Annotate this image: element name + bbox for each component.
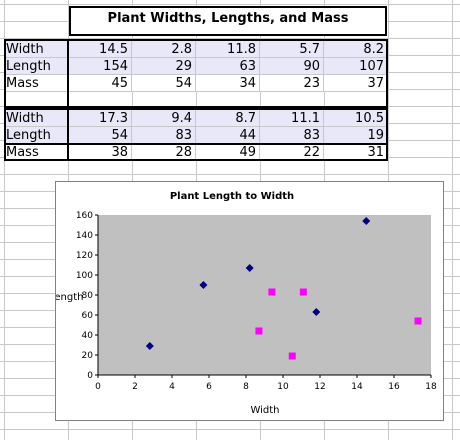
value-cell[interactable]: 31 — [324, 144, 388, 161]
y-tick-label: 120 — [76, 251, 93, 261]
value-cell[interactable]: 49 — [196, 144, 260, 161]
value-cell[interactable]: 10.5 — [324, 110, 388, 127]
diamond-point — [362, 217, 371, 225]
scatter-chart: Plant Length to Width 020406080100120140… — [56, 191, 437, 416]
data-points — [145, 217, 422, 360]
table-title: Plant Widths, Lengths, and Mass — [107, 11, 349, 26]
chart-title: Plant Length to Width — [170, 191, 294, 202]
square-point — [288, 352, 296, 360]
diamond-point — [245, 264, 254, 272]
value-cell[interactable]: 34 — [196, 75, 260, 92]
axes: 0 20 40 60 80 100 120 140 160 0 2 4 6 8 10 12 14 16 18 — [76, 211, 437, 392]
row-label-cell[interactable]: Width — [4, 110, 68, 127]
y-tick-label: 40 — [82, 331, 94, 341]
x-tick-label: 6 — [206, 382, 212, 392]
value-cell[interactable]: 154 — [68, 58, 132, 75]
row-label-cell[interactable]: Length — [4, 58, 68, 75]
y-tick-label: 20 — [82, 351, 94, 361]
grid-column-line — [452, 0, 453, 440]
table-row: Length 154 29 63 90 107 — [4, 58, 388, 75]
square-point — [414, 317, 422, 325]
x-tick-label: 14 — [351, 382, 363, 392]
table-title-cell[interactable]: Plant Widths, Lengths, and Mass — [69, 6, 387, 36]
x-tick-label: 0 — [95, 382, 101, 392]
y-tick-label: 160 — [76, 211, 93, 221]
grid-row-line — [0, 106, 460, 107]
value-cell[interactable]: 2.8 — [132, 41, 196, 58]
value-cell[interactable]: 23 — [260, 75, 324, 92]
grid-row-line — [0, 38, 460, 39]
square-point — [268, 288, 276, 296]
value-cell[interactable]: 28 — [132, 144, 196, 161]
y-axis-label: Length — [56, 292, 84, 303]
value-cell[interactable]: 17.3 — [68, 110, 132, 127]
value-cell[interactable]: 11.1 — [260, 110, 324, 127]
block-divider — [67, 39, 69, 108]
chart-container[interactable]: Plant Length to Width 0 20 40 60 80 100 120 140… — [55, 181, 444, 421]
diamond-point — [312, 308, 321, 316]
x-tick-label: 16 — [388, 382, 400, 392]
value-cell[interactable]: 54 — [132, 75, 196, 92]
value-cell[interactable]: 90 — [260, 58, 324, 75]
row-label-cell[interactable]: Width — [4, 41, 68, 58]
value-cell[interactable]: 45 — [68, 75, 132, 92]
value-cell[interactable]: 29 — [132, 58, 196, 75]
grid-row-line — [0, 429, 460, 430]
table-row: Width 17.3 9.4 8.7 11.1 10.5 — [4, 110, 388, 127]
value-cell[interactable]: 5.7 — [260, 41, 324, 58]
row-label-cell[interactable]: Length — [4, 127, 68, 144]
value-cell[interactable]: 11.8 — [196, 41, 260, 58]
row-label-cell[interactable]: Mass — [4, 75, 68, 92]
grid-row-line — [0, 4, 460, 5]
row-label-cell[interactable]: Mass — [4, 144, 68, 161]
diamond-point — [199, 281, 208, 289]
value-cell[interactable]: 63 — [196, 58, 260, 75]
y-tick-label: 80 — [82, 291, 94, 301]
square-point — [299, 288, 307, 296]
x-tick-label: 8 — [243, 382, 249, 392]
value-cell[interactable]: 19 — [324, 127, 388, 144]
x-tick-label: 10 — [277, 382, 289, 392]
diamond-point — [145, 342, 154, 350]
block-divider — [67, 108, 69, 161]
x-tick-label: 12 — [314, 382, 325, 392]
square-point — [255, 327, 263, 335]
x-axis-label: Width — [250, 405, 279, 416]
value-cell[interactable]: 22 — [260, 144, 324, 161]
value-cell[interactable]: 107 — [324, 58, 388, 75]
x-tick-label: 4 — [169, 382, 175, 392]
value-cell[interactable]: 83 — [260, 127, 324, 144]
table-row: Mass 38 28 49 22 31 — [4, 144, 388, 161]
y-tick-label: 60 — [82, 311, 94, 321]
value-cell[interactable]: 8.2 — [324, 41, 388, 58]
grid-row-line — [0, 174, 460, 175]
table-row: Length 54 83 44 83 19 — [4, 127, 388, 144]
value-cell[interactable]: 44 — [196, 127, 260, 144]
value-cell[interactable]: 38 — [68, 144, 132, 161]
y-tick-label: 0 — [87, 371, 93, 381]
table-row: Width 14.5 2.8 11.8 5.7 8.2 — [4, 41, 388, 58]
value-cell[interactable]: 37 — [324, 75, 388, 92]
value-cell[interactable]: 9.4 — [132, 110, 196, 127]
table-row: Mass 45 54 34 23 37 — [4, 75, 388, 92]
y-tick-label: 100 — [76, 271, 93, 281]
mass-row-top-border — [4, 143, 388, 145]
x-tick-label: 18 — [425, 382, 437, 392]
plot-area — [98, 215, 431, 375]
value-cell[interactable]: 8.7 — [196, 110, 260, 127]
value-cell[interactable]: 54 — [68, 127, 132, 144]
x-tick-label: 2 — [132, 382, 138, 392]
grid-column-line — [4, 0, 5, 440]
value-cell[interactable]: 83 — [132, 127, 196, 144]
y-tick-label: 140 — [76, 231, 93, 241]
value-cell[interactable]: 14.5 — [68, 41, 132, 58]
